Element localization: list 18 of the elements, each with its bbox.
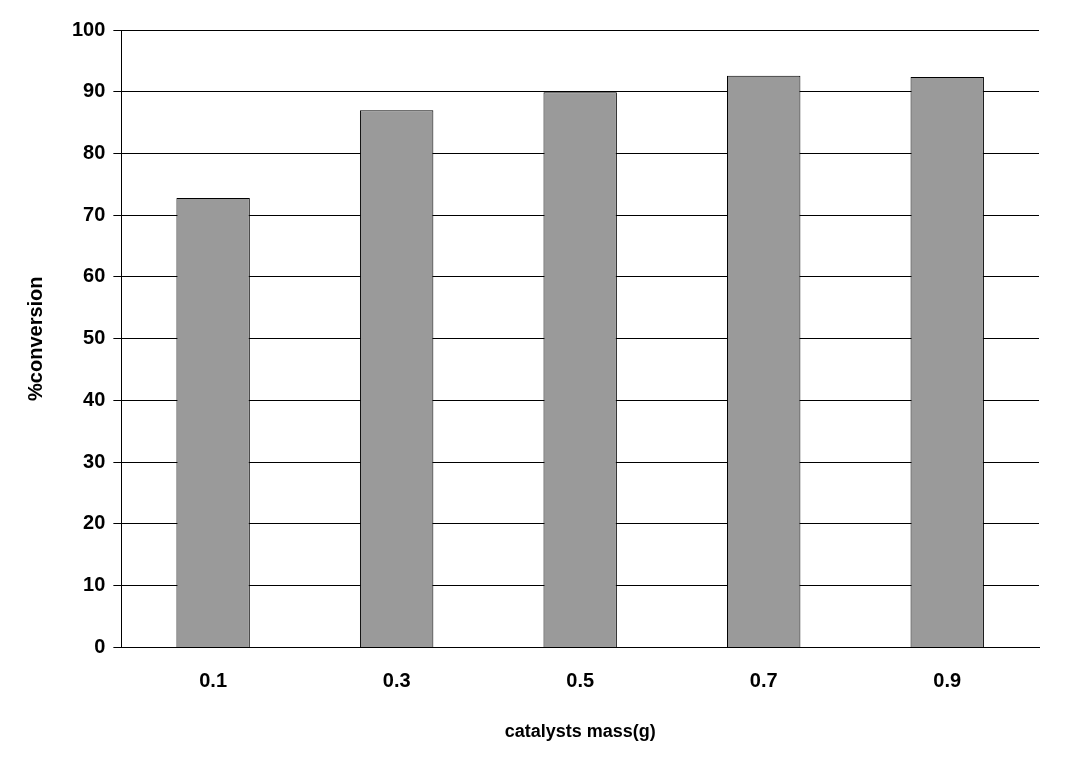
y-tick-label: 40	[83, 387, 106, 410]
y-tick-label: 60	[83, 264, 106, 287]
x-tick-label: 0.1	[199, 668, 228, 691]
y-tick-label: 10	[83, 573, 106, 596]
x-tick-label: 0.9	[933, 668, 962, 691]
x-tick-label: 0.7	[749, 668, 778, 691]
y-tick-label: 100	[71, 17, 106, 40]
y-tick-label: 20	[83, 511, 106, 534]
x-tick-label: 0.3	[382, 668, 411, 691]
x-tick-label: 0.5	[566, 668, 595, 691]
y-tick-label: 90	[83, 79, 106, 102]
x-axis-title: catalysts mass(g)	[504, 721, 656, 742]
y-tick-label: 80	[83, 141, 106, 163]
y-tick-label: 30	[83, 449, 106, 472]
y-tick-label: 50	[83, 326, 106, 349]
y-axis-title: %conversion	[23, 276, 46, 401]
y-tick-label: 70	[83, 202, 106, 225]
y-tick-label: 0	[94, 634, 106, 657]
